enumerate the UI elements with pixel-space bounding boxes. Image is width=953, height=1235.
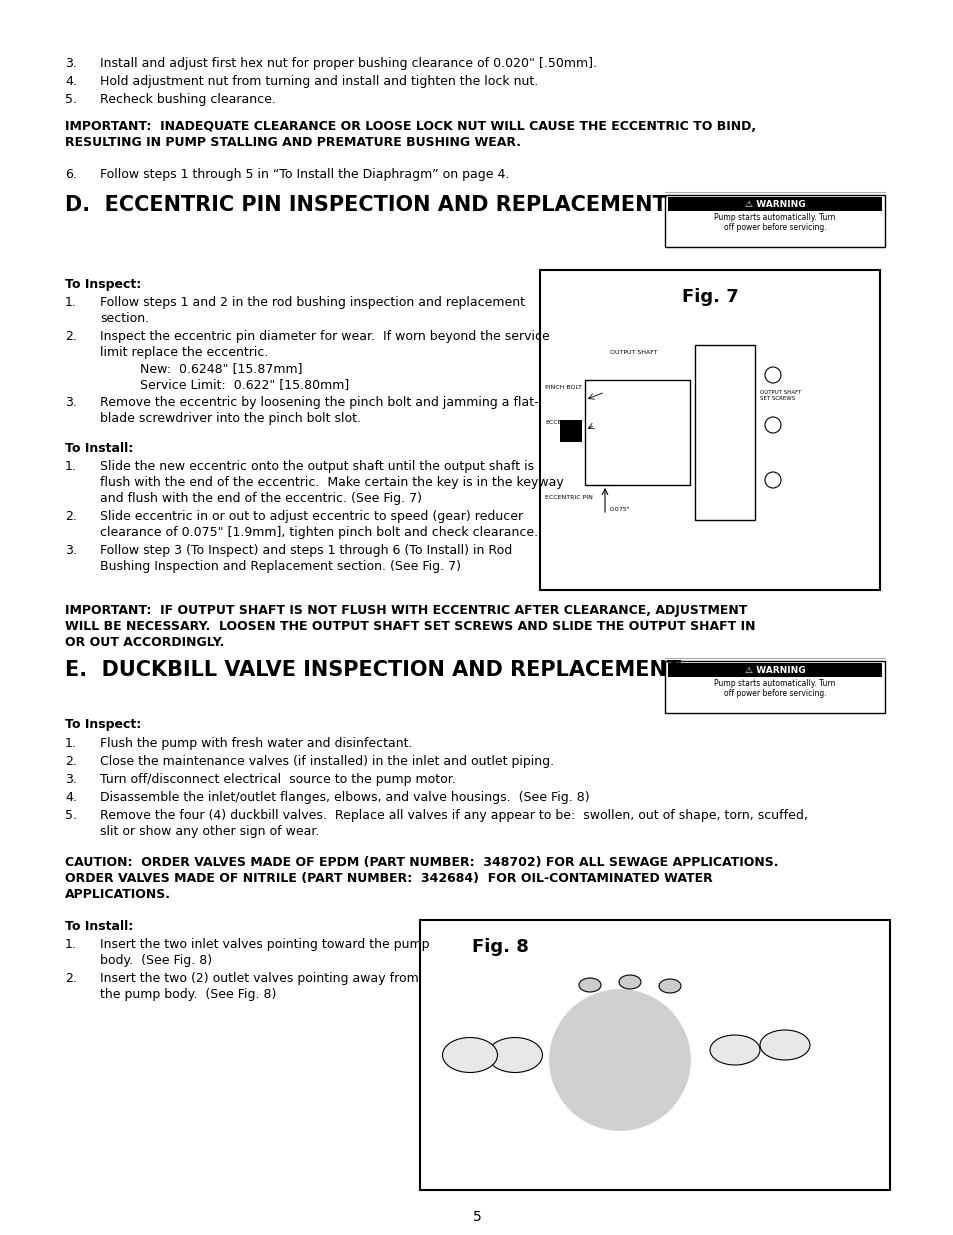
Text: Remove the eccentric by loosening the pinch bolt and jamming a flat-: Remove the eccentric by loosening the pi… (100, 396, 538, 409)
Text: To Inspect:: To Inspect: (65, 278, 141, 291)
Text: OR OUT ACCORDINGLY.: OR OUT ACCORDINGLY. (65, 636, 224, 650)
Text: Insert the two (2) outlet valves pointing away from: Insert the two (2) outlet valves pointin… (100, 972, 418, 986)
Text: OUTPUT SHAFT: OUTPUT SHAFT (609, 350, 657, 354)
Text: 5.: 5. (65, 93, 77, 106)
Text: the pump body.  (See Fig. 8): the pump body. (See Fig. 8) (100, 988, 276, 1002)
Text: RESULTING IN PUMP STALLING AND PREMATURE BUSHING WEAR.: RESULTING IN PUMP STALLING AND PREMATURE… (65, 136, 520, 149)
Text: PINCH BOLT: PINCH BOLT (544, 385, 581, 390)
Text: Hold adjustment nut from turning and install and tighten the lock nut.: Hold adjustment nut from turning and ins… (100, 75, 537, 88)
Text: IMPORTANT:  IF OUTPUT SHAFT IS NOT FLUSH WITH ECCENTRIC AFTER CLEARANCE, ADJUSTM: IMPORTANT: IF OUTPUT SHAFT IS NOT FLUSH … (65, 604, 746, 618)
Text: ECCENTRIC PIN: ECCENTRIC PIN (544, 495, 592, 500)
Text: IMPORTANT:  INADEQUATE CLEARANCE OR LOOSE LOCK NUT WILL CAUSE THE ECCENTRIC TO B: IMPORTANT: INADEQUATE CLEARANCE OR LOOSE… (65, 120, 756, 133)
Text: section.: section. (100, 312, 149, 325)
Bar (539, 270, 879, 590)
Text: 2.: 2. (65, 755, 77, 768)
Ellipse shape (578, 978, 600, 992)
Text: 1.: 1. (65, 737, 77, 750)
Text: ⚠ WARNING: ⚠ WARNING (744, 200, 804, 209)
Text: 2.: 2. (65, 510, 77, 522)
Bar (559, 420, 581, 442)
Text: WILL BE NECESSARY.  LOOSEN THE OUTPUT SHAFT SET SCREWS AND SLIDE THE OUTPUT SHAF: WILL BE NECESSARY. LOOSEN THE OUTPUT SHA… (65, 620, 755, 634)
Ellipse shape (659, 979, 680, 993)
Text: Service Limit:  0.622" [15.80mm]: Service Limit: 0.622" [15.80mm] (140, 378, 349, 391)
Text: and flush with the end of the eccentric. (See Fig. 7): and flush with the end of the eccentric.… (100, 492, 421, 505)
Text: Disassemble the inlet/outlet flanges, elbows, and valve housings.  (See Fig. 8): Disassemble the inlet/outlet flanges, el… (100, 790, 589, 804)
Bar (584, 380, 689, 485)
Circle shape (550, 990, 689, 1130)
Ellipse shape (760, 1030, 809, 1060)
Text: CAUTION:  ORDER VALVES MADE OF EPDM (PART NUMBER:  348702) FOR ALL SEWAGE APPLIC: CAUTION: ORDER VALVES MADE OF EPDM (PART… (65, 856, 778, 869)
Text: Slide eccentric in or out to adjust eccentric to speed (gear) reducer: Slide eccentric in or out to adjust ecce… (100, 510, 522, 522)
Text: Fig. 8: Fig. 8 (471, 939, 528, 956)
Text: 0.075": 0.075" (609, 508, 630, 513)
Text: To Inspect:: To Inspect: (65, 718, 141, 731)
Text: Pump starts automatically. Turn: Pump starts automatically. Turn (714, 679, 835, 688)
Text: Remove the four (4) duckbill valves.  Replace all valves if any appear to be:  s: Remove the four (4) duckbill valves. Rep… (100, 809, 807, 823)
Text: Insert the two inlet valves pointing toward the pump: Insert the two inlet valves pointing tow… (100, 939, 429, 951)
Text: 3.: 3. (65, 543, 77, 557)
Text: Fig. 7: Fig. 7 (680, 288, 738, 306)
Text: New:  0.6248" [15.87mm]: New: 0.6248" [15.87mm] (140, 362, 302, 375)
Text: Install and adjust first hex nut for proper bushing clearance of 0.020" [.50mm].: Install and adjust first hex nut for pro… (100, 57, 597, 70)
Bar (419, 920, 889, 1191)
Text: 4.: 4. (65, 75, 77, 88)
Bar (664, 661, 884, 713)
Text: 5.: 5. (65, 809, 77, 823)
Text: ECCENTRIC: ECCENTRIC (544, 420, 580, 425)
Text: 3.: 3. (65, 773, 77, 785)
Text: off power before servicing.: off power before servicing. (723, 224, 825, 232)
Bar (667, 198, 882, 211)
Text: 5: 5 (472, 1210, 481, 1224)
Text: 2.: 2. (65, 972, 77, 986)
Text: clearance of 0.075" [1.9mm], tighten pinch bolt and check clearance.: clearance of 0.075" [1.9mm], tighten pin… (100, 526, 537, 538)
Text: D.  ECCENTRIC PIN INSPECTION AND REPLACEMENT: D. ECCENTRIC PIN INSPECTION AND REPLACEM… (65, 195, 666, 215)
Text: Follow steps 1 and 2 in the rod bushing inspection and replacement: Follow steps 1 and 2 in the rod bushing … (100, 296, 524, 309)
Bar (664, 195, 884, 247)
Text: ORDER VALVES MADE OF NITRILE (PART NUMBER:  342684)  FOR OIL-CONTAMINATED WATER: ORDER VALVES MADE OF NITRILE (PART NUMBE… (65, 872, 712, 885)
Text: limit replace the eccentric.: limit replace the eccentric. (100, 346, 268, 359)
Text: blade screwdriver into the pinch bolt slot.: blade screwdriver into the pinch bolt sl… (100, 412, 360, 425)
Ellipse shape (618, 974, 640, 989)
Text: Follow steps 1 through 5 in “To Install the Diaphragm” on page 4.: Follow steps 1 through 5 in “To Install … (100, 168, 509, 182)
Text: slit or show any other sign of wear.: slit or show any other sign of wear. (100, 825, 319, 839)
Text: 3.: 3. (65, 57, 77, 70)
Text: To Install:: To Install: (65, 442, 133, 454)
Text: Flush the pump with fresh water and disinfectant.: Flush the pump with fresh water and disi… (100, 737, 412, 750)
Text: 4.: 4. (65, 790, 77, 804)
Text: 2.: 2. (65, 330, 77, 343)
Text: 6.: 6. (65, 168, 77, 182)
Bar (695, 345, 754, 520)
Text: body.  (See Fig. 8): body. (See Fig. 8) (100, 953, 212, 967)
Text: 1.: 1. (65, 459, 77, 473)
Text: Bushing Inspection and Replacement section. (See Fig. 7): Bushing Inspection and Replacement secti… (100, 559, 460, 573)
Text: Recheck bushing clearance.: Recheck bushing clearance. (100, 93, 275, 106)
Text: ⚠ WARNING: ⚠ WARNING (744, 666, 804, 674)
Text: Inspect the eccentric pin diameter for wear.  If worn beyond the service: Inspect the eccentric pin diameter for w… (100, 330, 549, 343)
Text: flush with the end of the eccentric.  Make certain the key is in the keyway: flush with the end of the eccentric. Mak… (100, 475, 563, 489)
Text: 1.: 1. (65, 939, 77, 951)
Text: Slide the new eccentric onto the output shaft until the output shaft is: Slide the new eccentric onto the output … (100, 459, 534, 473)
Text: Close the maintenance valves (if installed) in the inlet and outlet piping.: Close the maintenance valves (if install… (100, 755, 554, 768)
Ellipse shape (709, 1035, 760, 1065)
Text: OUTPUT SHAFT
SET SCREWS: OUTPUT SHAFT SET SCREWS (760, 390, 801, 401)
Text: 3.: 3. (65, 396, 77, 409)
Ellipse shape (487, 1037, 542, 1072)
Text: Turn off/disconnect electrical  source to the pump motor.: Turn off/disconnect electrical source to… (100, 773, 456, 785)
Text: Pump starts automatically. Turn: Pump starts automatically. Turn (714, 212, 835, 222)
Text: 1.: 1. (65, 296, 77, 309)
Text: E.  DUCKBILL VALVE INSPECTION AND REPLACEMENT: E. DUCKBILL VALVE INSPECTION AND REPLACE… (65, 659, 680, 680)
Ellipse shape (442, 1037, 497, 1072)
Text: To Install:: To Install: (65, 920, 133, 932)
Bar (667, 663, 882, 677)
Text: Follow step 3 (To Inspect) and steps 1 through 6 (To Install) in Rod: Follow step 3 (To Inspect) and steps 1 t… (100, 543, 512, 557)
Text: off power before servicing.: off power before servicing. (723, 689, 825, 698)
Text: APPLICATIONS.: APPLICATIONS. (65, 888, 171, 902)
